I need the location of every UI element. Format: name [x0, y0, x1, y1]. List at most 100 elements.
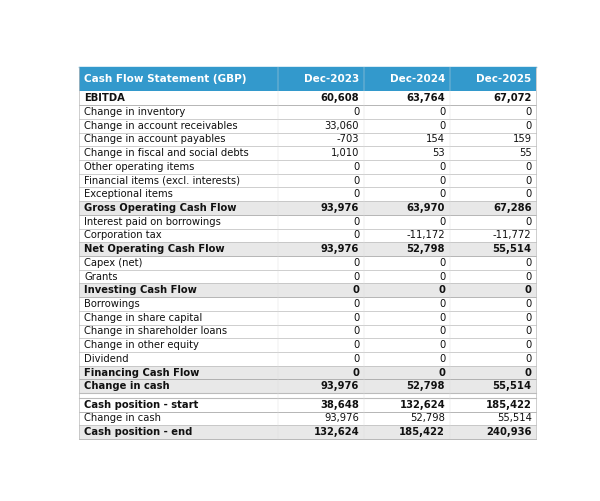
Text: 0: 0: [438, 285, 445, 295]
Bar: [364, 256, 450, 270]
Text: 132,624: 132,624: [313, 427, 359, 437]
Bar: [278, 297, 364, 311]
Text: Net Operating Cash Flow: Net Operating Cash Flow: [84, 244, 225, 254]
Bar: [450, 297, 536, 311]
Text: 0: 0: [439, 299, 445, 309]
Text: Change in account payables: Change in account payables: [84, 134, 226, 144]
Text: 63,970: 63,970: [407, 203, 445, 213]
Text: 185,422: 185,422: [399, 427, 445, 437]
Text: Investing Cash Flow: Investing Cash Flow: [84, 285, 197, 295]
Text: 0: 0: [439, 340, 445, 350]
Text: 0: 0: [526, 326, 532, 336]
Bar: [79, 411, 278, 425]
Bar: [79, 325, 278, 338]
Bar: [278, 242, 364, 256]
Bar: [450, 311, 536, 325]
Text: Dec-2025: Dec-2025: [476, 74, 532, 84]
Bar: [364, 425, 450, 439]
Text: 0: 0: [526, 340, 532, 350]
Bar: [278, 270, 364, 284]
Bar: [364, 92, 450, 105]
Bar: [278, 425, 364, 439]
Bar: [450, 393, 536, 398]
Bar: [450, 242, 536, 256]
Text: 0: 0: [439, 354, 445, 364]
Text: 0: 0: [525, 285, 532, 295]
Text: Other operating items: Other operating items: [84, 162, 194, 172]
Bar: [364, 270, 450, 284]
Text: 0: 0: [525, 368, 532, 378]
Text: 0: 0: [526, 313, 532, 323]
Bar: [79, 242, 278, 256]
Bar: [79, 352, 278, 366]
Bar: [278, 105, 364, 119]
Bar: [364, 160, 450, 174]
Bar: [450, 411, 536, 425]
Bar: [450, 338, 536, 352]
Bar: [450, 256, 536, 270]
Bar: [79, 297, 278, 311]
Bar: [450, 379, 536, 393]
Text: 0: 0: [353, 217, 359, 227]
Text: Exceptional items: Exceptional items: [84, 189, 173, 199]
Bar: [450, 92, 536, 105]
Text: Financing Cash Flow: Financing Cash Flow: [84, 368, 200, 378]
Text: Corporation tax: Corporation tax: [84, 230, 162, 240]
Bar: [278, 379, 364, 393]
Bar: [364, 67, 450, 92]
Bar: [278, 256, 364, 270]
Text: 33,060: 33,060: [325, 121, 359, 131]
Text: 0: 0: [353, 272, 359, 282]
Bar: [364, 146, 450, 160]
Text: Interest paid on borrowings: Interest paid on borrowings: [84, 217, 221, 227]
Bar: [364, 215, 450, 228]
Bar: [79, 256, 278, 270]
Text: Cash position - start: Cash position - start: [84, 400, 199, 410]
Bar: [278, 411, 364, 425]
Bar: [450, 105, 536, 119]
Text: 0: 0: [526, 121, 532, 131]
Bar: [278, 398, 364, 411]
Text: 63,764: 63,764: [406, 93, 445, 103]
Text: Gross Operating Cash Flow: Gross Operating Cash Flow: [84, 203, 237, 213]
Bar: [450, 215, 536, 228]
Bar: [364, 398, 450, 411]
Text: 93,976: 93,976: [321, 381, 359, 391]
Bar: [364, 105, 450, 119]
Bar: [278, 133, 364, 146]
Bar: [450, 187, 536, 201]
Bar: [79, 201, 278, 215]
Bar: [79, 398, 278, 411]
Text: Change in account receivables: Change in account receivables: [84, 121, 238, 131]
Text: 0: 0: [526, 258, 532, 268]
Text: Grants: Grants: [84, 272, 118, 282]
Text: 0: 0: [353, 299, 359, 309]
Text: 0: 0: [439, 162, 445, 172]
Bar: [364, 174, 450, 187]
Text: Cash position - end: Cash position - end: [84, 427, 193, 437]
Text: 0: 0: [439, 121, 445, 131]
Bar: [278, 160, 364, 174]
Text: 52,798: 52,798: [407, 244, 445, 254]
Text: 1,010: 1,010: [331, 148, 359, 158]
Bar: [450, 146, 536, 160]
Text: Change in other equity: Change in other equity: [84, 340, 199, 350]
Text: 55,514: 55,514: [493, 244, 532, 254]
Text: 0: 0: [353, 162, 359, 172]
Bar: [450, 160, 536, 174]
Text: 132,624: 132,624: [400, 400, 445, 410]
Bar: [364, 228, 450, 242]
Bar: [79, 187, 278, 201]
Bar: [79, 119, 278, 133]
Bar: [278, 393, 364, 398]
Text: 52,798: 52,798: [410, 413, 445, 423]
Text: 0: 0: [438, 368, 445, 378]
Bar: [79, 284, 278, 297]
Text: 0: 0: [439, 272, 445, 282]
Bar: [79, 228, 278, 242]
Bar: [450, 119, 536, 133]
Bar: [278, 215, 364, 228]
Bar: [450, 270, 536, 284]
Text: Change in inventory: Change in inventory: [84, 107, 185, 117]
Text: 185,422: 185,422: [486, 400, 532, 410]
